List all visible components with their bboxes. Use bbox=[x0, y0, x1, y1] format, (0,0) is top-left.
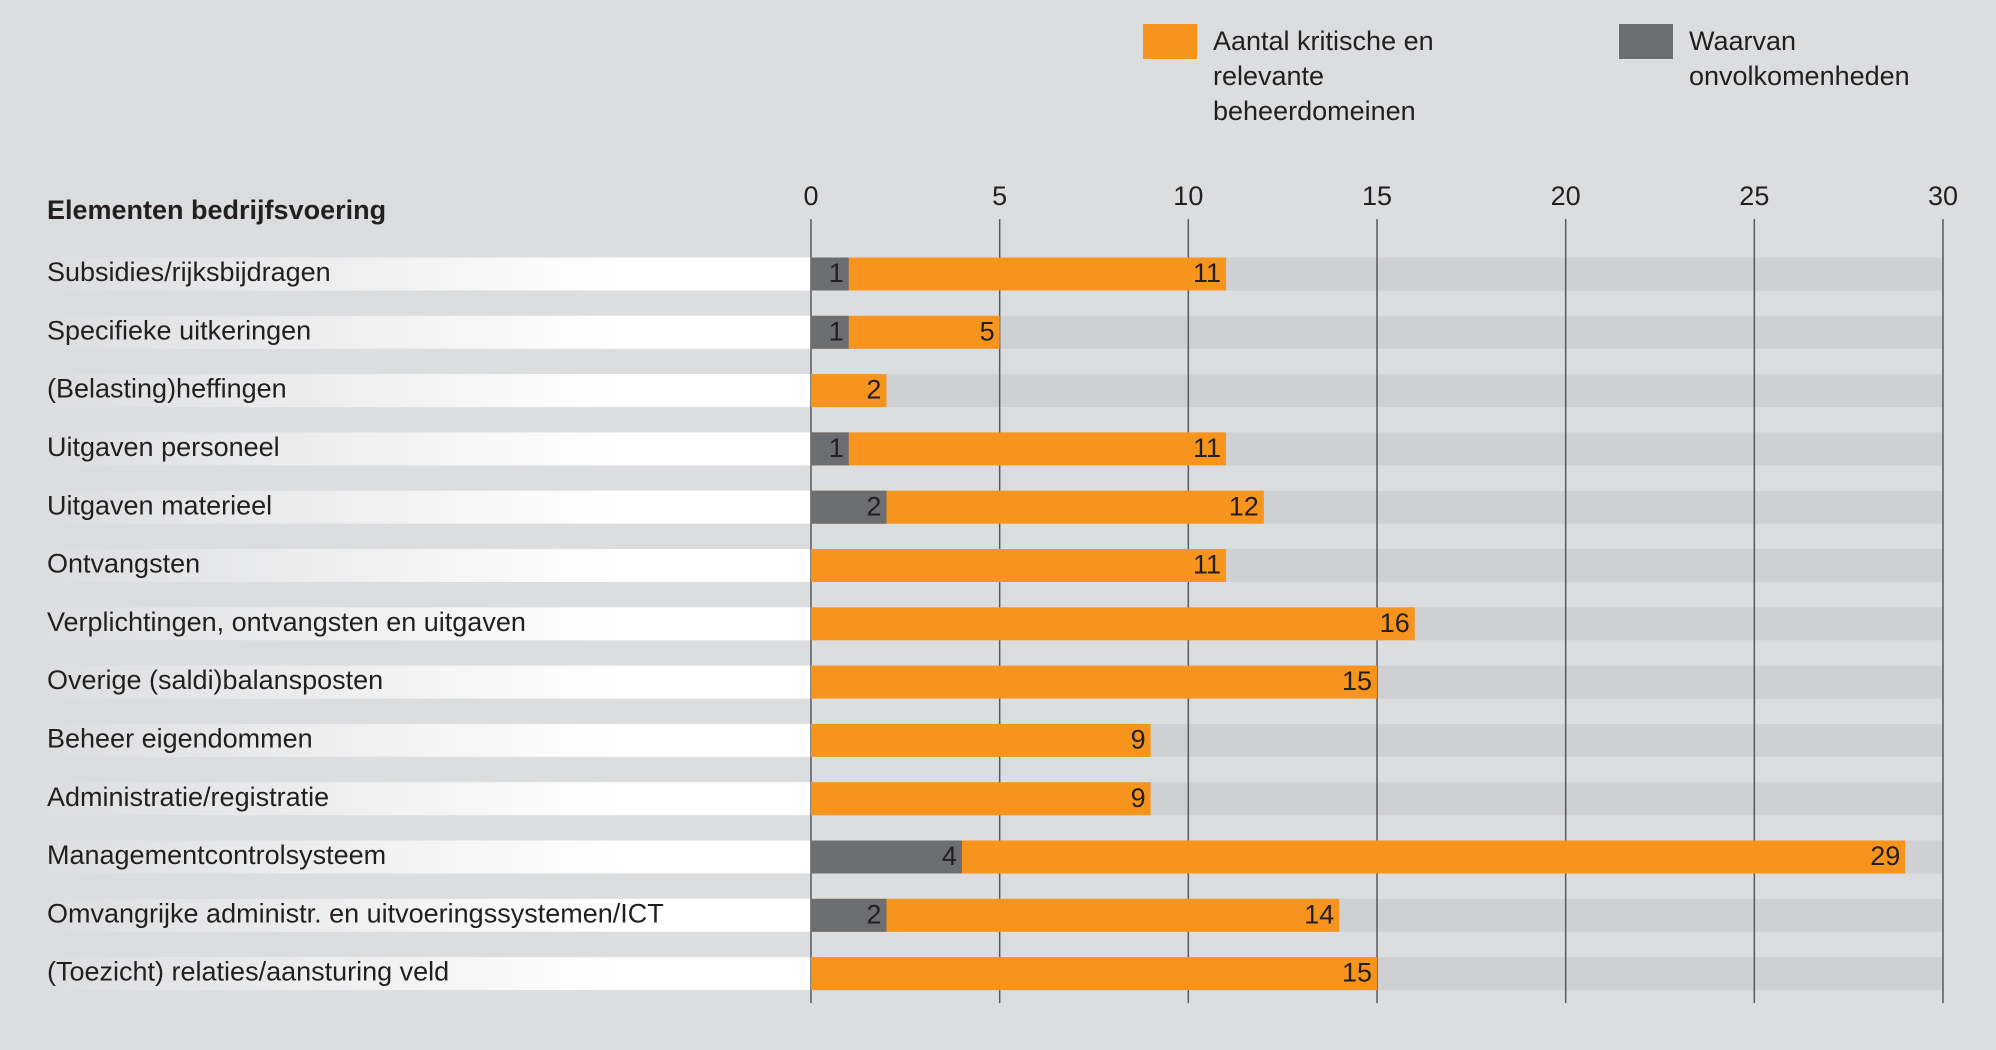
value-label: 29 bbox=[1870, 841, 1900, 871]
row-label-band bbox=[40, 432, 811, 466]
legend-item: Waarvan onvolkomenheden bbox=[1619, 24, 1919, 94]
bar bbox=[811, 490, 887, 524]
bar bbox=[811, 549, 1227, 582]
x-tick-label: 25 bbox=[1739, 181, 1769, 211]
bar bbox=[811, 374, 887, 408]
bar bbox=[811, 257, 1227, 291]
row-label-band bbox=[40, 549, 811, 582]
row-label-band bbox=[40, 665, 811, 699]
row-label-band bbox=[40, 607, 811, 641]
value-label: 14 bbox=[1304, 899, 1334, 929]
category-label: Ontvangsten bbox=[47, 549, 200, 579]
value-label: 2 bbox=[866, 899, 881, 929]
row-label-band bbox=[40, 315, 811, 349]
category-label: Managementcontrolsysteem bbox=[47, 840, 386, 870]
category-label: Administratie/registratie bbox=[47, 782, 329, 812]
category-label: Specifieke uitkeringen bbox=[47, 315, 311, 345]
legend-label: Waarvan onvolkomenheden bbox=[1689, 26, 1910, 91]
category-header: Elementen bedrijfsvoering bbox=[47, 195, 386, 225]
row-label-band bbox=[40, 490, 811, 524]
legend-swatch bbox=[1619, 24, 1673, 59]
legend-label: Aantal kritische en relevante beheerdome… bbox=[1213, 26, 1434, 126]
category-label: (Toezicht) relaties/aansturing veld bbox=[47, 957, 449, 987]
x-tick-label: 5 bbox=[992, 181, 1007, 211]
category-label: Verplichtingen, ontvangsten en uitgaven bbox=[47, 607, 526, 637]
value-label: 9 bbox=[1131, 725, 1146, 755]
value-label: 1 bbox=[829, 433, 844, 463]
bar bbox=[811, 840, 1906, 874]
bar bbox=[811, 257, 849, 291]
row-label-band bbox=[40, 898, 811, 932]
bar bbox=[811, 840, 962, 874]
row-label-band bbox=[40, 257, 811, 291]
value-label: 15 bbox=[1342, 958, 1372, 988]
bar bbox=[811, 315, 849, 349]
x-tick-label: 10 bbox=[1173, 181, 1203, 211]
value-label: 2 bbox=[866, 375, 881, 405]
category-label: Beheer eigendommen bbox=[47, 724, 313, 754]
legend-swatch bbox=[1143, 24, 1197, 59]
category-label: Overige (saldi)balansposten bbox=[47, 665, 383, 695]
category-label: (Belasting)heffingen bbox=[47, 374, 287, 404]
bar bbox=[811, 957, 1377, 991]
value-label: 11 bbox=[1193, 550, 1221, 580]
value-label: 11 bbox=[1193, 433, 1221, 463]
value-label: 1 bbox=[829, 258, 844, 288]
bar bbox=[811, 723, 1151, 757]
value-label: 12 bbox=[1229, 491, 1259, 521]
x-tick-label: 20 bbox=[1551, 181, 1581, 211]
category-label: Uitgaven materieel bbox=[47, 490, 272, 520]
value-label: 15 bbox=[1342, 666, 1372, 696]
bar bbox=[811, 898, 887, 932]
x-tick-label: 0 bbox=[803, 181, 818, 211]
value-label: 9 bbox=[1131, 783, 1146, 813]
x-tick-label: 30 bbox=[1928, 181, 1958, 211]
value-label: 16 bbox=[1380, 608, 1410, 638]
row-label-band bbox=[40, 374, 811, 408]
row-label-band bbox=[40, 957, 811, 991]
legend-item: Aantal kritische en relevante beheerdome… bbox=[1143, 24, 1533, 129]
x-tick-label: 15 bbox=[1362, 181, 1392, 211]
value-label: 5 bbox=[980, 316, 995, 346]
category-label: Uitgaven personeel bbox=[47, 432, 280, 462]
bar bbox=[811, 432, 1227, 466]
row-label-band bbox=[40, 723, 811, 757]
bar bbox=[811, 665, 1377, 699]
value-label: 11 bbox=[1193, 258, 1221, 288]
value-label: 4 bbox=[942, 841, 957, 871]
row-label-band bbox=[40, 782, 811, 816]
bar bbox=[811, 898, 1340, 932]
category-label: Omvangrijke administr. en uitvoeringssys… bbox=[47, 898, 664, 928]
value-label: 1 bbox=[829, 316, 844, 346]
row-label-band bbox=[40, 840, 811, 874]
value-label: 2 bbox=[866, 491, 881, 521]
bar bbox=[811, 432, 849, 466]
bar bbox=[811, 782, 1151, 816]
category-label: Subsidies/rijksbijdragen bbox=[47, 257, 331, 287]
bar bbox=[811, 607, 1415, 641]
